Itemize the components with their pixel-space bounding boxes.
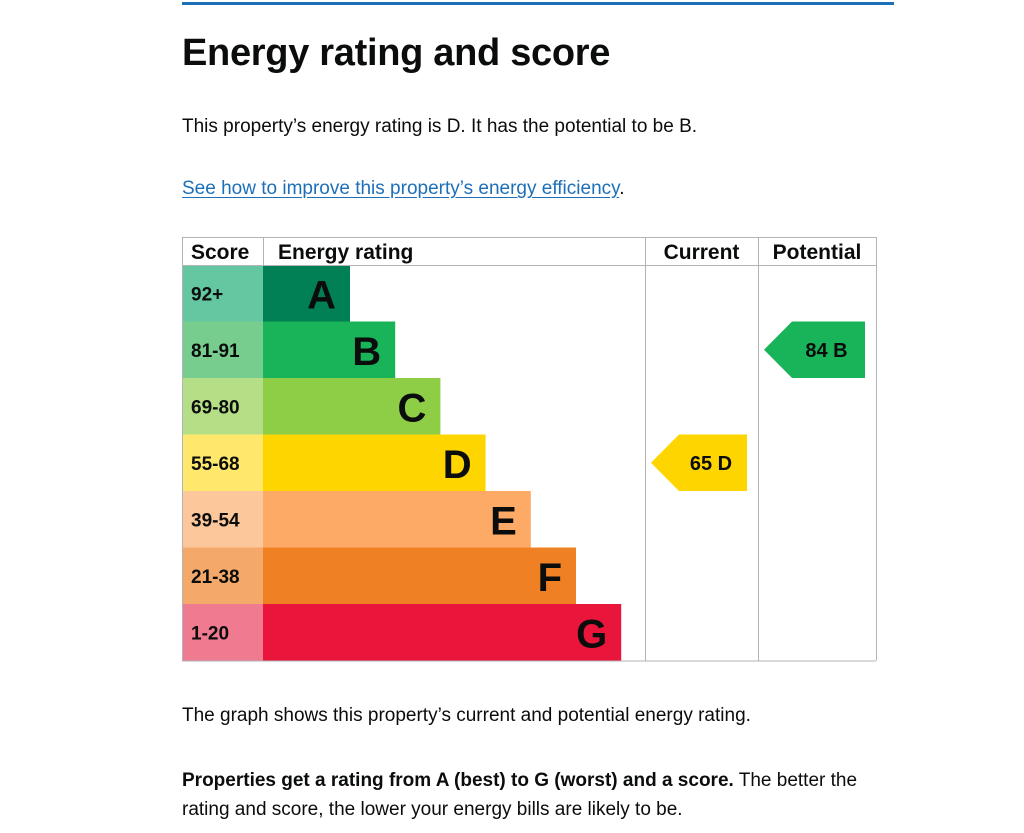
score-range-c: 69-80: [191, 397, 240, 418]
rating-summary: Properties get a rating from A (best) to…: [182, 766, 882, 824]
rating-letter-b: B: [352, 330, 381, 374]
header-potential: Potential: [773, 241, 862, 264]
score-cell-f: [182, 547, 263, 604]
top-rule: [182, 2, 894, 5]
score-cell-b: [182, 321, 263, 378]
rating-intro: This property’s energy rating is D. It h…: [182, 116, 698, 137]
header-energy-rating: Energy rating: [278, 241, 413, 264]
rating-bar-g: [263, 604, 622, 661]
score-range-d: 55-68: [191, 454, 240, 475]
score-range-e: 39-54: [191, 510, 240, 531]
potential-rating-arrow: [764, 321, 865, 378]
rating-bar-a: [263, 265, 350, 322]
score-cell-a: [182, 265, 263, 322]
rating-summary-bold: Properties get a rating from A (best) to…: [182, 770, 734, 791]
page-title: Energy rating and score: [182, 32, 611, 74]
rating-bar-c: [263, 378, 441, 435]
rating-letter-e: E: [490, 499, 517, 543]
energy-rating-chart: Score Energy rating Current Potential 92+ A 81…: [182, 237, 877, 662]
current-rating-label: 65 D: [690, 453, 732, 475]
rating-bar-b: [263, 321, 396, 378]
link-suffix: .: [619, 178, 625, 199]
header-score: Score: [191, 241, 249, 264]
current-rating-arrow: [651, 434, 747, 491]
rating-letter-d: D: [443, 443, 472, 487]
score-range-f: 21-38: [191, 567, 240, 588]
score-cell-d: [182, 434, 263, 491]
rating-letter-c: C: [398, 386, 427, 430]
score-range-a: 92+: [191, 284, 223, 305]
header-current: Current: [664, 241, 740, 264]
rating-summary-rest: The better the rating and score, the low…: [182, 770, 858, 820]
score-range-g: 1-20: [191, 623, 229, 644]
score-range-b: 81-91: [191, 341, 240, 362]
rating-letter-a: A: [307, 273, 336, 317]
rating-bar-d: [263, 434, 486, 491]
rating-letter-g: G: [576, 612, 607, 656]
score-cell-e: [182, 491, 263, 548]
improve-link-line: See how to improve this property’s energ…: [182, 178, 625, 200]
graph-description: The graph shows this property’s current …: [182, 705, 751, 726]
rating-bar-f: [263, 547, 576, 604]
rating-bar-e: [263, 491, 531, 548]
rating-letter-f: F: [538, 556, 562, 600]
improve-efficiency-link[interactable]: See how to improve this property’s energ…: [182, 178, 620, 199]
potential-rating-label: 84 B: [805, 340, 847, 362]
score-cell-g: [182, 604, 263, 661]
score-cell-c: [182, 378, 263, 435]
